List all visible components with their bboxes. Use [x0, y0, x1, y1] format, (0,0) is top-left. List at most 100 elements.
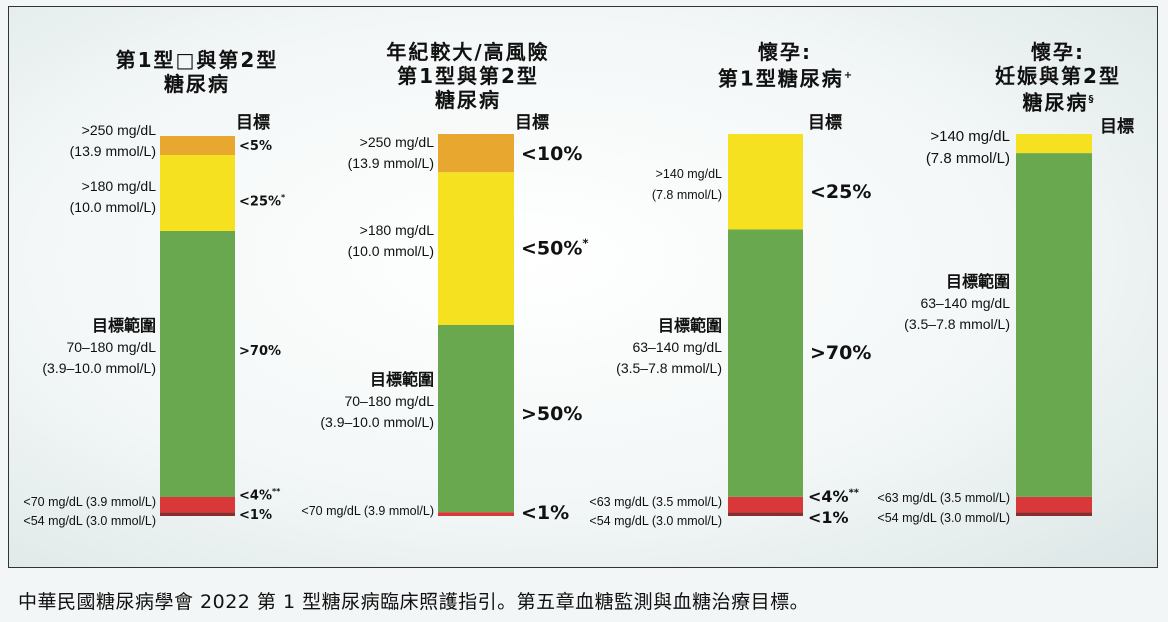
- label-text: >140 mg/dL: [655, 167, 722, 181]
- bar-segment-gt250: [160, 136, 235, 155]
- panel-pregnancy-gestational-type2: 懷孕: 妊娠與第2型 糖尿病§ 目標 >140 mg/dL (7.8 mmol/…: [877, 40, 1138, 525]
- bar-segment-gt180: [438, 172, 514, 325]
- label-text: >250 mg/dL: [359, 134, 434, 150]
- label-lt54: <54 mg/dL (3.0 mmol/L): [877, 511, 1010, 525]
- range-title: 目標範圍: [945, 274, 1010, 291]
- label-lt63: <63 mg/dL (3.5 mmol/L): [877, 491, 1010, 505]
- bar-segment-gt140: [1016, 134, 1092, 154]
- target-header: 目標: [515, 113, 549, 133]
- target-lt70: <1%: [521, 502, 570, 524]
- panel-title-line: 糖尿病: [164, 72, 230, 96]
- label-text: 70–180 mg/dL: [66, 339, 156, 355]
- bar-segment-lt63: [728, 496, 803, 513]
- panel-title-line: 懷孕:: [1031, 40, 1085, 64]
- target-header: 目標: [236, 113, 270, 133]
- label-text: (10.0 mmol/L): [347, 243, 434, 259]
- label-text: (7.8 mmol/L): [925, 150, 1010, 167]
- bar-segment-lt70: [438, 512, 514, 516]
- target-gt250: <10%: [521, 143, 583, 165]
- target-range: >70%: [239, 344, 282, 359]
- bar-segment-lt63: [1016, 496, 1092, 513]
- target-value: <4%: [808, 487, 849, 506]
- range-title: 目標範圍: [369, 372, 434, 389]
- panel-title-line: 年紀較大/高風險: [386, 40, 550, 64]
- bar-segment-target: [728, 229, 803, 497]
- bar-segment-target: [438, 325, 514, 513]
- footnote-mark: *: [281, 193, 286, 202]
- label-text: >180 mg/dL: [359, 222, 434, 238]
- stacked-bar: [1016, 134, 1092, 516]
- label-text: (3.9–10.0 mmol/L): [42, 360, 156, 376]
- label-lt54: <54 mg/dL (3.0 mmol/L): [589, 514, 722, 528]
- label-lt63: <63 mg/dL (3.5 mmol/L): [589, 495, 722, 509]
- label-gt140: >140 mg/dL (7.8 mmol/L): [652, 164, 722, 206]
- range-title: 目標範圍: [657, 318, 722, 335]
- target-gt180: <50%*: [521, 236, 589, 259]
- panel-title: 懷孕: 第1型糖尿病+: [680, 40, 890, 91]
- label-gt180: >180 mg/dL (10.0 mmol/L): [70, 176, 156, 218]
- target-header: 目標: [808, 113, 842, 133]
- target-value: <4%: [239, 488, 272, 504]
- bar-segment-lt54: [1016, 512, 1092, 516]
- label-lt70: <70 mg/dL (3.9 mmol/L): [23, 495, 156, 509]
- bar-segment-lt70: [160, 497, 235, 513]
- bar-segment-target: [1016, 153, 1092, 497]
- footnote-mark: +: [843, 70, 853, 81]
- panel-title: 年紀較大/高風險 第1型與第2型 糖尿病: [368, 40, 568, 112]
- bar-segment-target: [160, 231, 235, 497]
- target-gt250: <5%: [239, 139, 272, 154]
- label-text: >180 mg/dL: [81, 178, 156, 194]
- label-text: 70–180 mg/dL: [344, 393, 434, 409]
- panel-title-line: 第1型糖尿病+: [680, 64, 890, 91]
- label-text: (3.5–7.8 mmol/L): [616, 360, 722, 376]
- panel-title-line: 第1型□與第2型: [115, 48, 279, 72]
- bar-segment-gt250: [438, 134, 514, 173]
- stacked-bar: [160, 136, 235, 516]
- panel-title-line: 糖尿病: [435, 88, 501, 112]
- label-target-range: 目標範圍 63–140 mg/dL (3.5–7.8 mmol/L): [904, 272, 1010, 335]
- panel-title-text: 第1型糖尿病: [717, 66, 844, 91]
- label-gt180: >180 mg/dL (10.0 mmol/L): [348, 220, 434, 262]
- bar-segment-lt54: [728, 512, 803, 516]
- footnote-mark: *: [582, 236, 589, 250]
- bar-segment-lt54: [160, 512, 235, 516]
- target-range: >50%: [521, 403, 583, 425]
- label-text: 63–140 mg/dL: [920, 295, 1010, 311]
- bar-segment-gt140: [728, 134, 803, 230]
- label-gt250: >250 mg/dL (13.9 mmol/L): [70, 120, 156, 162]
- label-target-range: 目標範圍 63–140 mg/dL (3.5–7.8 mmol/L): [616, 316, 722, 379]
- target-value: <50%: [521, 237, 583, 260]
- target-header: 目標: [1100, 117, 1134, 137]
- panel-title-line: 懷孕:: [758, 40, 812, 64]
- label-lt70: <70 mg/dL (3.9 mmol/L): [301, 504, 434, 518]
- label-text: (3.9–10.0 mmol/L): [320, 414, 434, 430]
- label-lt54: <54 mg/dL (3.0 mmol/L): [23, 514, 156, 528]
- label-target-range: 目標範圍 70–180 mg/dL (3.9–10.0 mmol/L): [320, 370, 434, 433]
- target-gt140: <25%: [810, 181, 872, 203]
- panel-title-line: 第1型與第2型: [397, 64, 539, 88]
- panel-title-text: 糖尿病: [1022, 90, 1089, 115]
- panel-type1-type2: 第1型□與第2型 糖尿病 目標 >250 mg/dL (13.9 mmol/L)…: [23, 48, 286, 528]
- panel-title: 第1型□與第2型 糖尿病: [112, 48, 282, 96]
- label-gt250: >250 mg/dL (13.9 mmol/L): [348, 132, 434, 174]
- bar-segment-gt180: [160, 155, 235, 231]
- footnote-mark: §: [1088, 94, 1094, 105]
- label-text: >250 mg/dL: [81, 122, 156, 138]
- label-text: (13.9 mmol/L): [69, 143, 156, 159]
- target-lt54: <1%: [808, 508, 849, 527]
- label-text: (7.8 mmol/L): [651, 188, 722, 202]
- stacked-bar: [438, 134, 514, 516]
- target-value: <25%: [239, 194, 282, 210]
- panel-older-highrisk: 年紀較大/高風險 第1型與第2型 糖尿病 目標 >250 mg/dL (13.9…: [301, 40, 589, 524]
- label-text: (3.5–7.8 mmol/L): [904, 316, 1010, 332]
- footnote-mark: **: [848, 487, 859, 499]
- source-caption: 中華民國糖尿病學會 2022 第 1 型糖尿病臨床照護指引。第五章血糖監測與血糖…: [18, 591, 810, 613]
- panel-title-line: 妊娠與第2型: [995, 64, 1121, 88]
- label-gt140: >140 mg/dL (7.8 mmol/L): [926, 126, 1010, 170]
- panel-title: 懷孕: 妊娠與第2型 糖尿病§: [978, 40, 1138, 115]
- label-text: (10.0 mmol/L): [69, 199, 156, 215]
- range-title: 目標範圍: [91, 318, 156, 335]
- label-target-range: 目標範圍 70–180 mg/dL (3.9–10.0 mmol/L): [42, 316, 156, 379]
- label-text: >140 mg/dL: [930, 128, 1010, 145]
- footnote-mark: **: [271, 487, 281, 496]
